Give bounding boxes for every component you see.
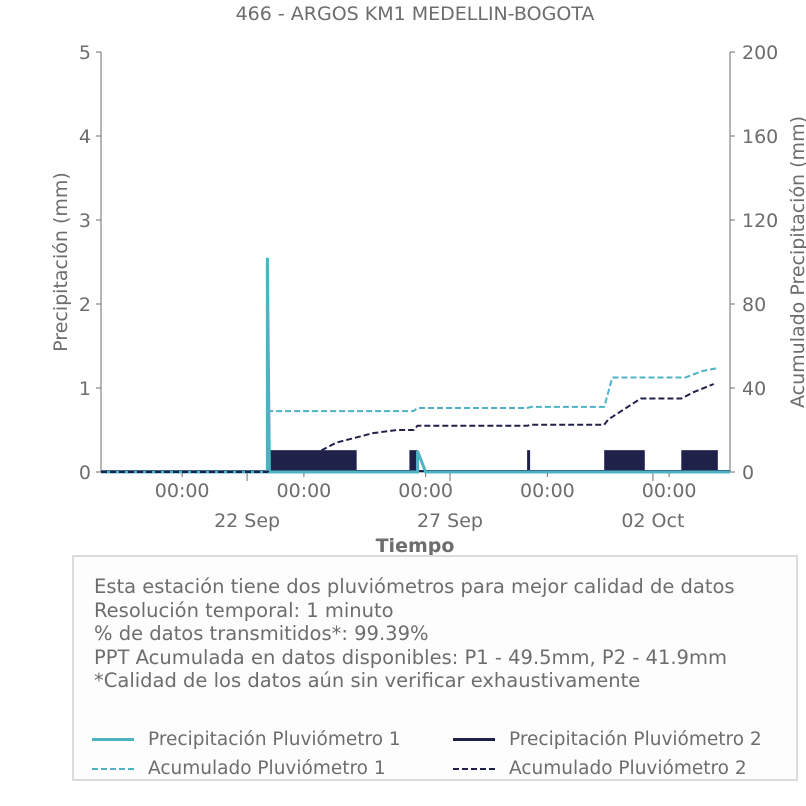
info-line: Resolución temporal: 1 minuto — [94, 598, 394, 622]
y-axis-left-label: Precipitación (mm) — [50, 172, 72, 352]
x-tick-label: 00:00 — [155, 480, 210, 502]
series-p2-band — [527, 450, 531, 472]
plot-area: 0 1 2 3 4 5 0 40 80 120 160 200 00:00 00:00 00:00 00:00… — [79, 42, 778, 532]
series-p2-band — [604, 450, 645, 472]
legend-label: Precipitación Pluviómetro 2 — [509, 729, 762, 750]
y-tick-label-right: 120 — [742, 210, 778, 232]
y-tick-label-left: 0 — [79, 462, 91, 484]
x-axis-label: Tiempo — [376, 535, 455, 557]
info-line: Esta estación tiene dos pluviómetros par… — [94, 575, 735, 598]
series-p2-band — [409, 450, 418, 472]
info-line: *Calidad de los datos aún sin verificar … — [94, 669, 641, 692]
legend-line-icon — [92, 738, 134, 741]
y-tick-label-left: 3 — [79, 210, 91, 232]
legend-label: Acumulado Pluviómetro 2 — [509, 758, 747, 779]
info-text: Esta estación tiene dos pluviómetros par… — [94, 575, 735, 693]
series-p1-line — [101, 257, 730, 474]
x-tick-label: 00:00 — [642, 480, 697, 502]
series-a1-line — [101, 367, 719, 473]
y-tick-label-right: 80 — [742, 294, 766, 316]
legend-dashed-line-icon — [92, 767, 134, 770]
series-p2-band — [267, 450, 357, 472]
x-date-label: 22 Sep — [214, 510, 280, 532]
y-tick-label-left: 1 — [79, 378, 91, 400]
legend-item-p1: Precipitación Pluviómetro 1 — [92, 729, 401, 750]
precipitation-chart: 466 - ARGOS KM1 MEDELLIN-BOGOTA 0 1 2 3 4 5 0 4… — [50, 3, 806, 557]
y-axis-right-label: Acumulado Precipitación (mm) — [787, 116, 806, 408]
x-tick-label: 00:00 — [277, 480, 332, 502]
y-tick-label-left: 4 — [79, 126, 91, 148]
series-a2-line — [101, 383, 715, 473]
legend-dashed-line-icon — [453, 767, 495, 770]
series-p2-band — [681, 450, 718, 472]
y-tick-label-right: 160 — [742, 126, 778, 148]
legend-item-a2: Acumulado Pluviómetro 2 — [453, 758, 747, 779]
y-tick-label-right: 40 — [742, 378, 766, 400]
chart-title: 466 - ARGOS KM1 MEDELLIN-BOGOTA — [236, 3, 595, 25]
x-tick-label: 00:00 — [520, 480, 575, 502]
x-tick-label: 00:00 — [398, 480, 453, 502]
legend-label: Precipitación Pluviómetro 1 — [148, 729, 401, 750]
legend-item-p2: Precipitación Pluviómetro 2 — [453, 729, 762, 750]
legend-item-a1: Acumulado Pluviómetro 1 — [92, 758, 386, 779]
y-tick-label-left: 2 — [79, 294, 91, 316]
x-date-label: 27 Sep — [417, 510, 483, 532]
legend-line-icon — [453, 738, 495, 741]
info-line: % de datos transmitidos*: 99.39% — [94, 622, 429, 645]
info-box: Esta estación tiene dos pluviómetros par… — [72, 555, 798, 781]
y-tick-label-right: 200 — [742, 42, 778, 64]
y-tick-label-right: 0 — [742, 462, 754, 484]
legend-label: Acumulado Pluviómetro 1 — [148, 758, 386, 779]
info-line: PPT Acumulada en datos disponibles: P1 -… — [94, 645, 727, 669]
y-tick-label-left: 5 — [79, 42, 91, 64]
x-date-label: 02 Oct — [621, 510, 684, 532]
